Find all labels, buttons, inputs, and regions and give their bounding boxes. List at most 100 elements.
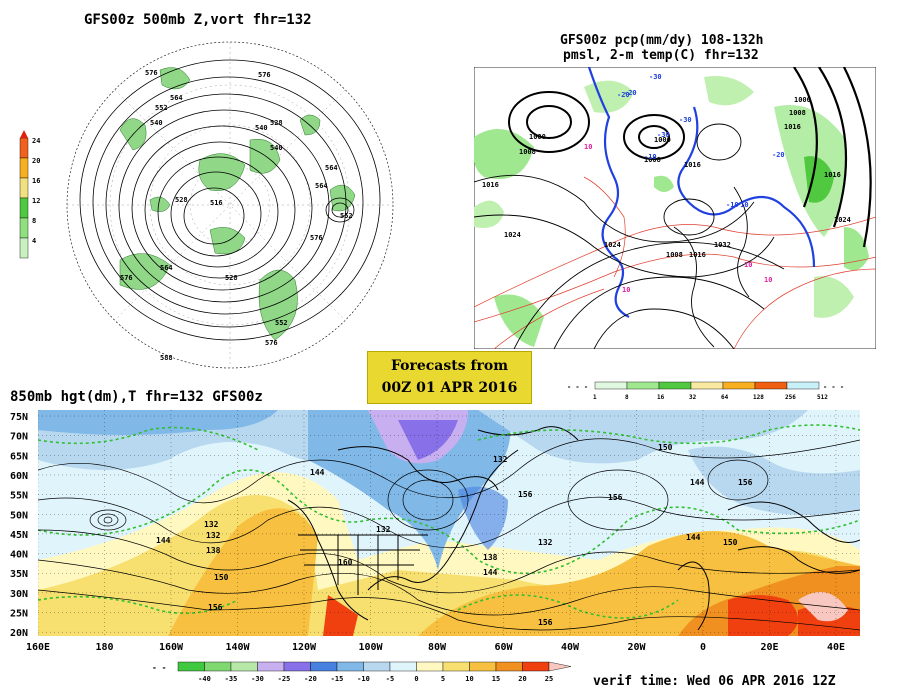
temp-legend-swatch [469,661,497,672]
temp-legend-tick: -15 [331,675,344,683]
map-850mb-axes: 75N 70N 65N 60N 55N 50N 45N 40N 35N 30N 25N 20N 160E… [10,412,845,653]
temp-legend-swatch [177,661,205,672]
polar-legend-swatch [19,197,29,219]
pmsl-isobar-label: 1016 [824,171,841,179]
polar-panel-title: GFS00z 500mb Z,vort fhr=132 [84,12,312,28]
precip-legend-swatch [626,381,660,390]
temp-legend-swatch [257,661,285,672]
height-contour-label: 132 [493,455,508,464]
height-contour-label: 144 [686,533,701,542]
temp-legend-swatch [310,661,338,672]
lat-label: 25N [10,609,28,620]
lon-label: 120W [292,642,317,653]
pmsl-isobar-label: 1032 [714,241,731,249]
temp-legend-swatch [336,661,364,672]
temp-legend-tick: -40 [198,675,211,683]
polar-legend-tick: 20 [32,157,40,165]
pmsl-temp-label: -10 [726,201,739,209]
height-contour-label: 156 [608,493,623,502]
verif-time: verif time: Wed 06 APR 2016 12Z [593,674,836,689]
pmsl-isobar-label: 1024 [834,216,851,224]
height-contour-label: 156 [538,618,553,627]
polar-contour-label: 564 [170,94,183,102]
pmsl-panel-title-line1: GFS00z pcp(mm/dy) 108-132h [560,33,764,48]
temp-legend-arrow [548,661,572,672]
polar-legend-tick: 16 [32,177,40,185]
temp-legend-tick: -30 [251,675,264,683]
pmsl-temp-label: 10 [584,143,592,151]
precip-legend-tick: 64 [721,394,729,401]
pmsl-isobar-label: 1016 [482,181,499,189]
polar-contour-label: 588 [160,354,173,362]
height-contour-label: 150 [658,443,673,452]
lon-label: 40W [561,642,580,653]
polar-contour-label: 528 [175,196,188,204]
height-contour-label: 144 [156,536,171,545]
pmsl-temp-label: -20 [772,151,785,159]
precip-legend-tick: 128 [753,394,764,401]
temp-legend-swatch [363,661,391,672]
lon-label: 20E [760,642,778,653]
temp-legend-swatch [283,661,311,672]
polar-contour-label: 576 [120,274,133,282]
lon-label: 80W [428,642,447,653]
lat-label: 35N [10,569,28,580]
polar-contour-label: 540 [255,124,268,132]
polar-contour-label: 564 [160,264,173,272]
lon-label: 40E [827,642,845,653]
temperature-legend: - - -40 -35 -30 -25 -20 -15 -10 -5 0 5 10 15 20 25 [152,661,572,683]
pmsl-isobar-label: 1024 [504,231,521,239]
precip-legend-swatch [786,381,820,390]
height-contour-label: 138 [206,546,221,555]
temp-legend-tick: -35 [225,675,238,683]
lat-label: 45N [10,530,28,541]
lat-label: 30N [10,589,28,600]
polar-legend-swatch [19,137,29,159]
pmsl-isobar-label: 1008 [789,109,806,117]
height-contour-label: 150 [214,573,229,582]
lat-label: 20N [10,628,28,639]
temp-legend-tick: -10 [357,675,370,683]
lon-label: 160W [159,642,184,653]
height-contour-label: 160 [338,558,353,567]
temp-legend-tick: 20 [518,675,526,683]
lat-label: 50N [10,510,28,521]
polar-contour-label: 576 [310,234,323,242]
polar-contour-label: 516 [210,199,223,207]
polar-contour-label: 552 [275,319,288,327]
lat-label: 60N [10,471,28,482]
precip-legend-tick: 256 [785,394,796,401]
polar-contour-label: 528 [225,274,238,282]
height-contour-label: 156 [738,478,753,487]
map-850mb: 144 132 132 138 144 150 156 160 156 132 138 144 150 1… [38,410,860,636]
pmsl-isobar-label: 1008 [666,251,683,259]
pmsl-isobar-label: 1016 [784,123,801,131]
precip-legend-tick: 512 [817,394,828,401]
height-contour-label: 132 [538,538,553,547]
polar-legend-swatch [19,157,29,179]
polar-legend-tick: 12 [32,197,40,205]
temp-legend-tick: 10 [465,675,473,683]
polar-vorticity-legend: 24 20 16 12 8 4 [19,130,40,259]
lon-label: 20W [627,642,646,653]
polar-contour-label: 552 [340,212,353,220]
polar-contour-label: 564 [315,182,328,190]
polar-contour-label: 552 [155,104,168,112]
height-contour-label: 132 [376,525,391,534]
precip-legend: - - - - - - 1 8 16 32 64 128 256 512 [567,381,844,401]
precip-legend-swatch [754,381,788,390]
height-contour-label: 132 [206,531,221,540]
temp-legend-swatch [204,661,232,672]
height-contour-label: 150 [723,538,738,547]
precip-legend-swatch [658,381,692,390]
temp-legend-swatch [442,661,470,672]
pmsl-isobar-label: 1016 [689,251,706,259]
temp-legend-swatch [416,661,444,672]
height-contour-label: 138 [483,553,498,562]
temp-legend-tick: -20 [304,675,317,683]
forecast-init-line2: 00Z 01 APR 2016 [381,380,518,396]
polar-legend-swatch [19,217,29,239]
pmsl-temp-label: -20 [624,89,637,97]
lon-label: 60W [494,642,513,653]
pmsl-temp-label: 10 [622,286,630,294]
